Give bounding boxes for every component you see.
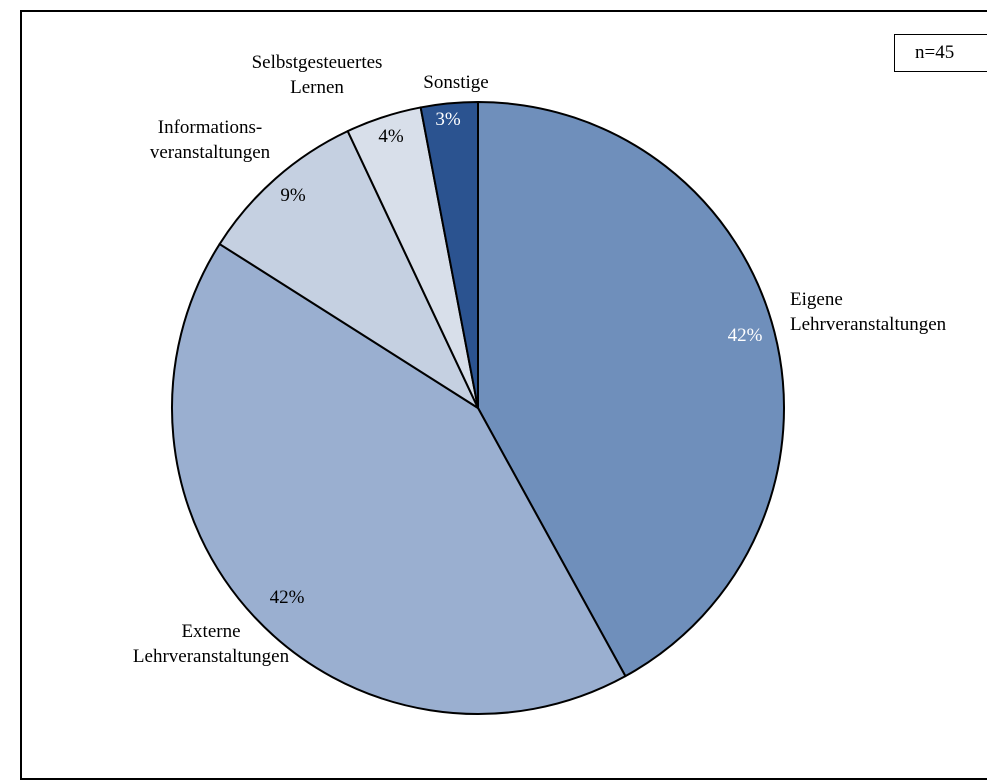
sample-size-box: n=45 [894,34,987,72]
pie-slice [477,101,785,678]
pie-slice [218,130,479,409]
slice-category-label: Informations-veranstaltungen [150,117,271,163]
category-labels: Eigene Lehrveranstaltungen Externe Lehrvera… [133,52,947,667]
pie-slice [419,101,479,409]
pie-slices [171,101,785,715]
sample-size-label: n=45 [915,42,955,63]
slice-value-label: 42% [270,587,305,608]
slice-value-label: 4% [378,126,404,147]
slice-value-label: 42% [728,325,763,346]
slice-category-label: Externe Lehrveranstaltungen [133,621,290,667]
slice-category-label: Sonstige [423,72,488,93]
value-labels: 42% 42% 9% 4% 3% [270,109,763,608]
slice-category-label: Selbstgesteuertes Lernen [252,52,383,98]
slice-category-label: Eigene Lehrveranstaltungen [790,289,947,335]
slice-value-label: 9% [280,185,306,206]
slice-value-label: 3% [435,109,461,130]
pie-slice [171,243,627,715]
